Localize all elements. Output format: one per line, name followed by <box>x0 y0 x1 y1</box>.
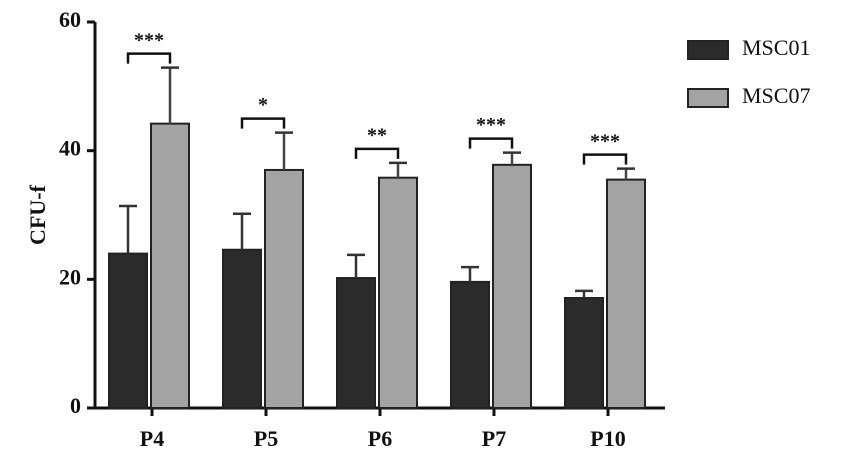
significance-label: *** <box>476 114 506 136</box>
significance-label: ** <box>367 124 387 146</box>
x-tick-label: P4 <box>140 426 164 451</box>
y-axis-label: CFU-f <box>25 184 50 245</box>
significance-bracket <box>468 137 514 149</box>
legend-swatch <box>687 40 729 60</box>
bar <box>606 178 646 409</box>
bar <box>378 176 418 409</box>
x-tick-label: P10 <box>590 426 625 451</box>
significance-bracket <box>240 117 286 129</box>
legend-label: MSC07 <box>742 83 810 108</box>
significance-bracket <box>126 52 172 64</box>
bar <box>492 163 532 409</box>
bar <box>336 277 376 409</box>
y-tick-label: 20 <box>59 264 81 289</box>
x-tick-label: P5 <box>254 426 278 451</box>
significance-label: *** <box>134 29 164 51</box>
legend-label: MSC01 <box>742 35 810 60</box>
x-tick-label: P6 <box>368 426 392 451</box>
significance-label: * <box>258 94 268 116</box>
bar <box>108 252 148 409</box>
y-tick-label: 60 <box>59 7 81 32</box>
significance-bracket <box>582 153 628 165</box>
bar <box>150 122 190 409</box>
bar <box>450 280 490 410</box>
legend-swatch <box>687 88 729 108</box>
bar <box>564 296 604 409</box>
y-tick-label: 0 <box>70 393 81 418</box>
bar <box>222 248 262 409</box>
significance-label: *** <box>590 130 620 152</box>
significance-bracket <box>354 147 400 159</box>
x-tick-label: P7 <box>482 426 506 451</box>
bar <box>264 168 304 409</box>
y-tick-label: 40 <box>59 136 81 161</box>
